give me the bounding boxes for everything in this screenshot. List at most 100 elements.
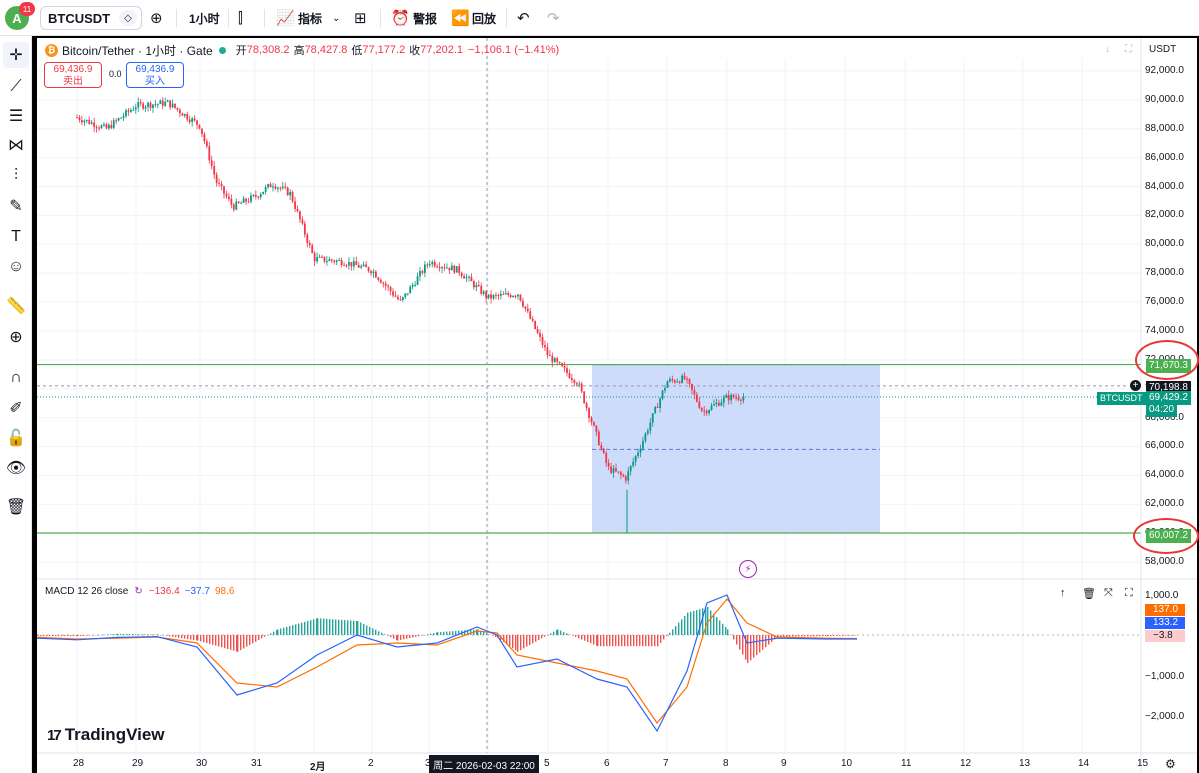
collapse-icon[interactable]: ⤧ <box>1104 587 1113 599</box>
macd-histogram-bar <box>713 613 715 635</box>
macd-histogram-bar <box>455 630 457 635</box>
candle-body <box>90 122 93 124</box>
macd-histogram-bar <box>563 631 565 635</box>
macd-hist-tag: −3.8 <box>1145 630 1185 642</box>
macd-histogram-bar <box>660 635 662 643</box>
macd-histogram-bar <box>323 618 325 635</box>
macd-histogram-bar <box>338 619 340 635</box>
lock-draw-icon[interactable]: ✐ <box>9 400 23 417</box>
gem-icon[interactable]: ◇ <box>119 10 137 26</box>
change-value: −1,106.1 (−1.41%) <box>468 44 560 56</box>
macd-histogram-bar <box>483 631 485 635</box>
interval-button[interactable]: 1小时 <box>189 11 220 26</box>
macd-histogram-bar <box>512 635 514 649</box>
candle-body <box>639 448 642 453</box>
alarm-clock-icon[interactable]: ⏰ <box>391 10 410 27</box>
pattern-icon[interactable]: ⋈ <box>8 137 24 154</box>
candle-body <box>208 146 211 161</box>
macd-histogram-bar <box>92 635 94 636</box>
delete-icon[interactable]: 🗑 <box>1082 588 1096 600</box>
macd-histogram-bar <box>138 634 140 635</box>
replay-button[interactable]: 回放 <box>472 11 497 26</box>
text-icon[interactable]: T <box>11 228 21 245</box>
refresh-icon[interactable]: ↻ <box>134 586 143 597</box>
symbol-label: BTCUSDT <box>48 10 111 26</box>
candle-body <box>340 260 343 266</box>
candle-body <box>137 102 140 108</box>
candle-body <box>81 120 83 123</box>
candle-body <box>725 395 728 398</box>
chevron-down-icon[interactable]: ⌄ <box>332 12 341 24</box>
undo-icon[interactable]: ↶ <box>517 10 530 27</box>
candle-body <box>291 191 294 202</box>
ruler-icon[interactable]: 📏 <box>6 298 26 315</box>
macd-histogram-bar <box>227 635 229 649</box>
lock-icon[interactable]: 🔓 <box>6 430 26 447</box>
macd-histogram-bar <box>621 635 623 647</box>
buy-button[interactable]: 69,436.9 买入 <box>126 62 184 88</box>
add-symbol-icon[interactable]: ⊕ <box>150 10 163 27</box>
zoom-in-icon[interactable]: ⊕ <box>9 329 23 346</box>
candle-body <box>656 406 659 408</box>
candle-body <box>205 141 208 147</box>
gear-icon[interactable]: ⚙ <box>1165 757 1176 771</box>
magnet-icon[interactable]: ∩ <box>10 369 22 386</box>
macd-histogram-bar <box>783 635 785 637</box>
candle-body <box>661 390 664 399</box>
candles-chart-type-icon[interactable]: ⫿ <box>238 9 243 27</box>
macd-histogram-bar <box>675 626 677 635</box>
macd-histogram-bar <box>375 629 377 635</box>
candle-body <box>139 102 142 104</box>
redo-icon[interactable]: ↷ <box>547 10 560 27</box>
macd-histogram-bar <box>400 635 402 640</box>
candle-body <box>571 378 573 380</box>
fib-retracement-icon[interactable]: ☰ <box>8 108 24 125</box>
symbol-search-button[interactable]: BTCUSDT ◇ <box>40 6 142 30</box>
eye-icon[interactable]: 👁 <box>5 460 27 477</box>
arrow-down-icon[interactable]: ↓ <box>1105 44 1110 55</box>
layouts-grid-icon[interactable]: ⊞ <box>354 10 367 27</box>
candle-body <box>588 408 590 418</box>
macd-histogram-bar <box>458 630 460 635</box>
maximize-pane-icon[interactable]: ⛶ <box>1125 587 1133 599</box>
indicators-icon[interactable]: 📈 <box>276 10 295 27</box>
macd-histogram-bar <box>651 635 653 647</box>
add-plus-icon[interactable]: + <box>1129 379 1142 392</box>
macd-histogram-bar <box>286 626 288 635</box>
trash-icon[interactable]: 🗑 <box>5 499 27 516</box>
candle-body <box>367 267 370 272</box>
macd-histogram-bar <box>467 630 469 635</box>
price-chart[interactable] <box>37 38 1197 773</box>
macd-histogram-bar <box>98 634 100 636</box>
candle-body <box>132 109 135 111</box>
alert-button[interactable]: 警报 <box>413 11 438 26</box>
candle-body <box>127 110 130 112</box>
candle-body <box>561 363 563 367</box>
lightning-icon[interactable]: ⚡ <box>739 560 757 578</box>
macd-histogram-bar <box>83 635 85 636</box>
macd-histogram-bar <box>335 619 337 635</box>
indicators-button[interactable]: 指标 <box>298 11 323 26</box>
projection-icon[interactable]: ⫶ <box>13 167 18 184</box>
chart-pane[interactable]: ₿ Bitcoin/Tether · 1小时 · Gate 开 78,308.2 … <box>37 38 1199 773</box>
arrow-up-icon[interactable]: ↑ <box>1060 587 1066 599</box>
macd-histogram-bar <box>684 615 686 635</box>
candle-body <box>443 267 446 269</box>
brush-icon[interactable]: ✎ <box>9 198 23 215</box>
time-axis-label: 13 <box>1019 758 1031 769</box>
macd-histogram-bar <box>839 635 841 636</box>
emoji-icon[interactable]: ☺ <box>7 258 25 275</box>
currency-selector[interactable]: USDT <box>1149 44 1177 55</box>
candle-body <box>350 262 353 267</box>
replay-icon[interactable]: ⏪ <box>451 10 470 27</box>
macd-histogram-bar <box>489 634 491 635</box>
crosshair-icon[interactable]: ✛ <box>3 42 29 68</box>
candle-body <box>558 361 561 364</box>
macd-hist-value: −136.4 <box>148 586 180 597</box>
macd-histogram-bar <box>446 631 448 635</box>
trend-line-icon[interactable]: ⟋ <box>10 78 22 95</box>
sell-button[interactable]: 69,436.9 卖出 <box>44 62 102 88</box>
candle-body <box>563 366 566 369</box>
maximize-icon[interactable]: ⛶ <box>1125 44 1132 55</box>
macd-histogram-bar <box>630 635 632 647</box>
